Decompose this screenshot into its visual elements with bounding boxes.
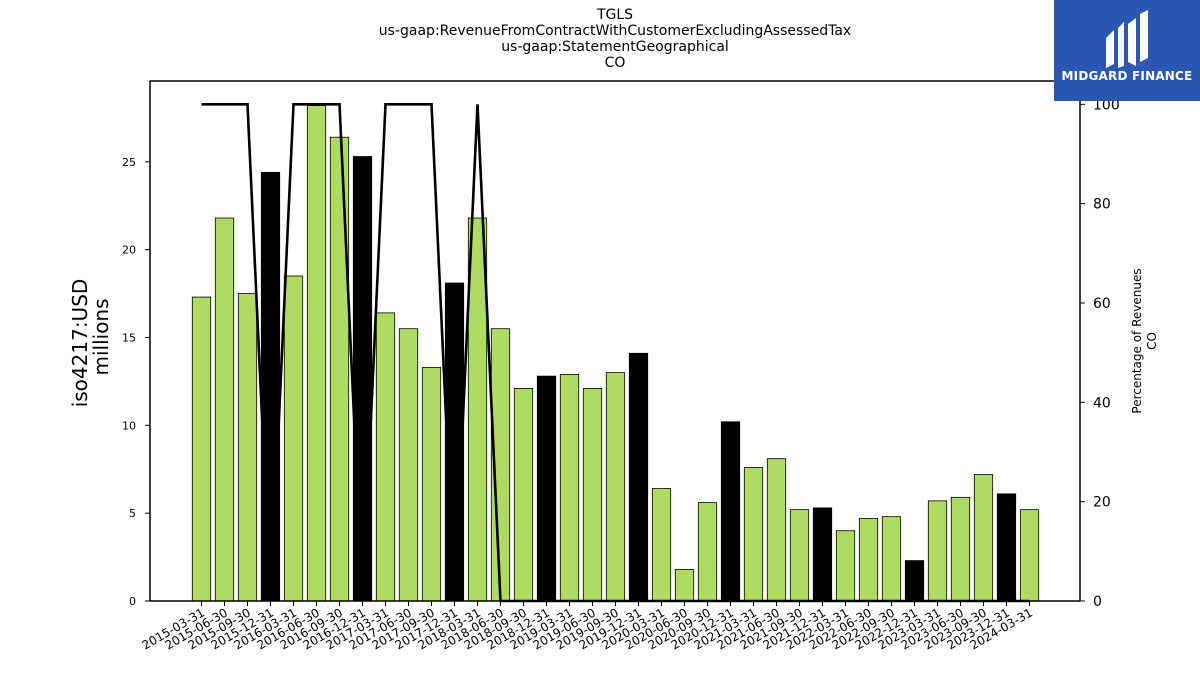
bar bbox=[421, 366, 442, 602]
bar bbox=[743, 467, 764, 602]
bar bbox=[467, 217, 488, 602]
y-left-tick-label: 10 bbox=[122, 419, 136, 432]
bar bbox=[720, 421, 741, 602]
y-right-tick-label: 40 bbox=[1093, 395, 1111, 411]
bar bbox=[812, 507, 833, 602]
bar bbox=[582, 388, 603, 602]
bar bbox=[674, 568, 695, 602]
bar bbox=[398, 328, 419, 602]
chart-title-ticker: TGLS bbox=[596, 7, 634, 23]
y-left-tick-label: 20 bbox=[122, 244, 136, 257]
bar bbox=[237, 293, 258, 602]
bar bbox=[789, 509, 810, 602]
bar bbox=[1019, 509, 1040, 602]
y-left-tick-label: 15 bbox=[122, 331, 136, 344]
chart-title-concept: us-gaap:RevenueFromContractWithCustomerE… bbox=[378, 23, 852, 39]
y-left-tick-label: 5 bbox=[129, 507, 136, 520]
logo-text: MIDGARD FINANCE bbox=[1061, 69, 1193, 83]
y-right-tick-label: 60 bbox=[1093, 296, 1111, 312]
chart-title-axis: us-gaap:StatementGeographical bbox=[501, 39, 729, 55]
bar bbox=[559, 373, 580, 602]
bar bbox=[306, 105, 327, 602]
chart-title-member: CO bbox=[604, 55, 626, 71]
y-left-tick-label: 25 bbox=[122, 156, 136, 169]
y-right-tick-label: 0 bbox=[1093, 594, 1102, 610]
bar bbox=[329, 136, 350, 602]
y-left-axis-label-line2: millions bbox=[89, 298, 113, 375]
y-left-tick-label: 0 bbox=[129, 595, 136, 608]
bar bbox=[927, 500, 948, 602]
bar bbox=[214, 217, 235, 602]
bar bbox=[651, 488, 672, 602]
y-right-axis-label-line2: CO bbox=[1145, 332, 1159, 350]
y-right-tick-label: 20 bbox=[1093, 495, 1111, 511]
bar bbox=[260, 171, 281, 602]
bar bbox=[973, 474, 994, 602]
bar bbox=[881, 516, 902, 602]
bar bbox=[628, 352, 649, 602]
midgard-finance-logo: MIDGARD FINANCE bbox=[1054, 0, 1200, 101]
bar bbox=[605, 372, 626, 602]
bar bbox=[950, 496, 971, 602]
bar bbox=[835, 530, 856, 602]
y-right-tick-label: 100 bbox=[1093, 97, 1120, 113]
bar bbox=[513, 388, 534, 602]
bar bbox=[191, 296, 212, 602]
bar bbox=[536, 375, 557, 602]
bar bbox=[766, 458, 787, 602]
bar bbox=[352, 156, 373, 602]
bar bbox=[375, 312, 396, 602]
y-right-axis-label-line1: Percentage of Revenues bbox=[1130, 268, 1144, 413]
bar bbox=[283, 275, 304, 602]
bar bbox=[996, 493, 1017, 602]
y-left-axis-label-line1: iso4217:USD bbox=[68, 279, 92, 408]
y-right-tick-label: 80 bbox=[1093, 197, 1111, 213]
bar bbox=[858, 518, 879, 602]
bar bbox=[697, 502, 718, 602]
bar bbox=[904, 560, 925, 602]
logo-mark-icon bbox=[1106, 10, 1148, 68]
